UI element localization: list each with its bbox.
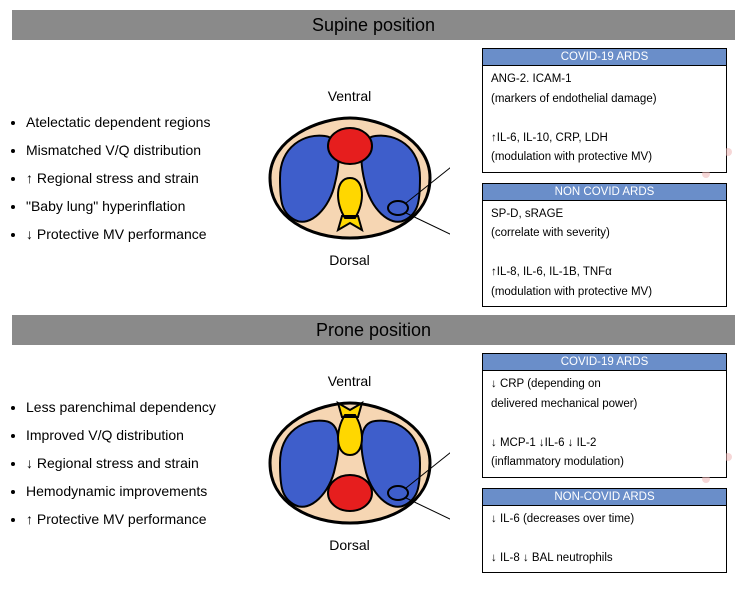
- card-line: ↓ CRP (depending on: [491, 377, 718, 393]
- prone-section: Prone position Less parenchimal dependen…: [12, 315, 735, 573]
- supine-thorax-diagram: [250, 108, 450, 248]
- card-line: ↓ IL-6 (decreases over time): [491, 512, 718, 528]
- list-item: Mismatched V/Q distribution: [26, 136, 247, 164]
- card-body: ↓ IL-6 (decreases over time) ↓ IL-8 ↓ BA…: [483, 506, 726, 573]
- supine-section: Supine position Atelectatic dependent re…: [12, 10, 735, 307]
- supine-dorsal-label: Dorsal: [329, 252, 369, 268]
- prone-bullets: Less parenchimal dependency Improved V/Q…: [12, 393, 247, 533]
- supine-bullets: Atelectatic dependent regions Mismatched…: [12, 108, 247, 248]
- prone-card-noncovid: NON-COVID ARDS ↓ IL-6 (decreases over ti…: [482, 488, 727, 574]
- card-title: COVID-19 ARDS: [483, 354, 726, 371]
- list-item: ↑ Regional stress and strain: [26, 164, 247, 192]
- prone-dorsal-label: Dorsal: [329, 537, 369, 553]
- supine-card-covid: COVID-19 ARDS ANG-2. ICAM-1 (markers of …: [482, 48, 727, 173]
- card-line: SP-D, sRAGE: [491, 207, 718, 223]
- list-item: Less parenchimal dependency: [26, 393, 247, 421]
- supine-header: Supine position: [12, 10, 735, 40]
- card-line: (correlate with severity): [491, 226, 718, 242]
- card-line: (modulation with protective MV): [491, 285, 718, 301]
- card-line: ↓ MCP-1 ↓IL-6 ↓ IL-2: [491, 436, 718, 452]
- card-line: delivered mechanical power): [491, 397, 718, 413]
- card-body: ↓ CRP (depending on delivered mechanical…: [483, 371, 726, 477]
- card-title: NON-COVID ARDS: [483, 489, 726, 506]
- card-line: ↑IL-8, IL-6, IL-1B, TNFα: [491, 265, 718, 281]
- card-body: ANG-2. ICAM-1 (markers of endothelial da…: [483, 66, 726, 172]
- supine-ventral-label: Ventral: [328, 88, 372, 104]
- prone-thorax-diagram: [250, 393, 450, 533]
- prone-header: Prone position: [12, 315, 735, 345]
- card-body: SP-D, sRAGE (correlate with severity) ↑I…: [483, 201, 726, 307]
- list-item: ↑ Protective MV performance: [26, 505, 247, 533]
- prone-ventral-label: Ventral: [328, 373, 372, 389]
- card-line: (inflammatory modulation): [491, 455, 718, 471]
- card-line: (modulation with protective MV): [491, 150, 718, 166]
- list-item: Atelectatic dependent regions: [26, 108, 247, 136]
- card-line: (markers of endothelial damage): [491, 92, 718, 108]
- card-line: ↓ IL-8 ↓ BAL neutrophils: [491, 551, 718, 567]
- list-item: Improved V/Q distribution: [26, 421, 247, 449]
- list-item: Hemodynamic improvements: [26, 477, 247, 505]
- card-line: ANG-2. ICAM-1: [491, 72, 718, 88]
- prone-card-covid: COVID-19 ARDS ↓ CRP (depending on delive…: [482, 353, 727, 478]
- list-item: ↓ Regional stress and strain: [26, 449, 247, 477]
- card-title: COVID-19 ARDS: [483, 49, 726, 66]
- supine-card-noncovid: NON COVID ARDS SP-D, sRAGE (correlate wi…: [482, 183, 727, 308]
- card-title: NON COVID ARDS: [483, 184, 726, 201]
- card-line: ↑IL-6, IL-10, CRP, LDH: [491, 131, 718, 147]
- list-item: "Baby lung" hyperinflation: [26, 192, 247, 220]
- list-item: ↓ Protective MV performance: [26, 220, 247, 248]
